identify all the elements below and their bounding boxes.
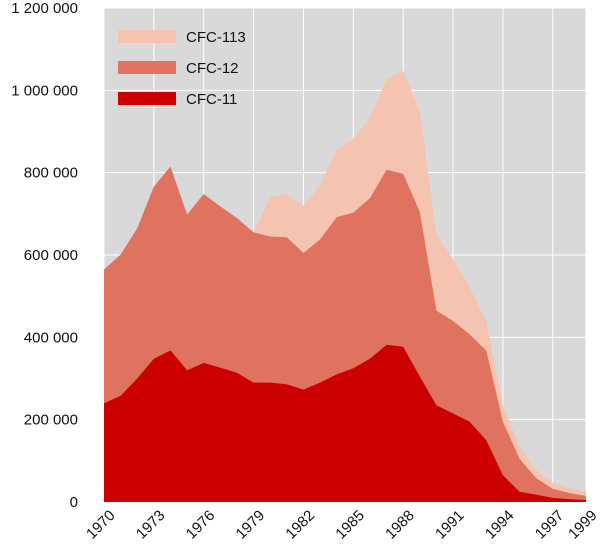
x-tick-label: 1988 [382,507,418,543]
y-tick-label: 600 000 [24,247,78,264]
legend-label-cfc-12: CFC-12 [186,60,239,77]
x-tick-label: 1991 [432,507,468,543]
legend-swatch-cfc-113 [118,30,176,43]
y-tick-label: 1 000 000 [11,82,78,99]
x-tick-label: 1994 [482,507,518,543]
x-tick-label: 1970 [83,507,119,543]
legend-label-cfc-113: CFC-113 [186,29,246,46]
legend-swatch-cfc-12 [118,61,176,74]
y-tick-label: 200 000 [24,412,78,429]
x-tick-label: 1979 [233,507,269,543]
legend: CFC-113 CFC-12 CFC-11 [118,29,246,108]
x-tick-label: 1976 [183,507,219,543]
area-cfc-11 [104,344,586,502]
legend-swatch-cfc-11 [118,92,176,105]
y-tick-label: 0 [70,494,78,511]
x-tick-label: 1973 [133,507,169,543]
y-tick-label: 1 200 000 [11,0,78,17]
x-tick-label: 1985 [332,507,368,543]
area-series [104,70,586,503]
x-tick-label: 1997 [532,507,568,543]
x-tick-label: 1982 [282,507,318,543]
legend-label-cfc-11: CFC-11 [186,91,237,108]
y-tick-label: 400 000 [24,329,78,346]
x-tick-label: 1999 [565,507,600,543]
y-tick-label: 800 000 [24,165,78,182]
